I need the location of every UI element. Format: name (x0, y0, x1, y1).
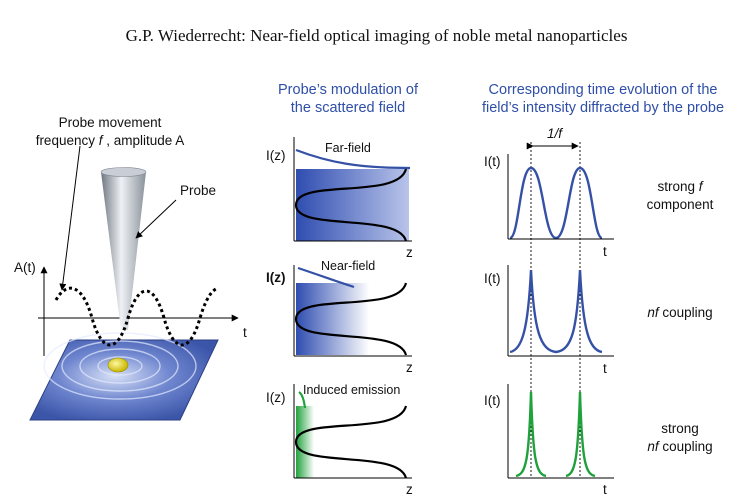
caption-strong-nf-suffix: coupling (658, 439, 713, 454)
caption-nf-suffix: coupling (658, 305, 713, 320)
right-heading-line2: field’s intensity diffracted by the prob… (481, 100, 725, 116)
iz-label-1: I(z) (266, 148, 286, 163)
nanoparticle (107, 357, 129, 373)
induced-emission-gradient (296, 406, 314, 478)
far-field-label: Far-field (325, 141, 371, 155)
scan-curve-1 (294, 168, 408, 242)
middle-panel-3 (293, 384, 412, 479)
probe-movement-wave (54, 286, 219, 347)
z-label-2: z (406, 360, 413, 375)
far-field-curve (295, 148, 411, 170)
caption-nf-coupling: nf coupling (630, 304, 730, 322)
a-axis-label: A(t) (14, 260, 36, 275)
it-label-2: I(t) (484, 271, 501, 286)
right-heading-line1: Corresponding time evolution of the (488, 82, 718, 98)
middle-column-heading: Probe’s modulation of the scattered fiel… (248, 81, 448, 117)
t-label-r3: t (603, 482, 607, 497)
left-illustration (29, 145, 239, 421)
middle-heading-line1: Probe’s modulation of (278, 82, 418, 98)
caption-strong-f-line1: strong f (630, 178, 730, 196)
right-panel-2 (507, 265, 614, 357)
induced-emission-label: Induced emission (303, 383, 401, 397)
movement-line2: frequency f , amplitude A (20, 132, 200, 150)
movement-line1: Probe movement (58, 115, 162, 130)
t-label-r1: t (603, 244, 607, 259)
movement-line2-suffix: , amplitude A (102, 133, 185, 148)
caption-strong-nf-line2: nf coupling (630, 438, 730, 456)
right-panel-1 (507, 154, 614, 240)
caption-nf-italic: nf (647, 305, 659, 320)
it-label-1: I(t) (484, 154, 501, 169)
z-label-3: z (406, 482, 413, 497)
page-header: G.P. Wiederrecht: Near-field optical ima… (125, 26, 628, 45)
sample-fringes (43, 332, 197, 400)
caption-strong-nf-italic: nf (647, 439, 659, 454)
scan-curve-3 (294, 405, 408, 479)
middle-panel-1 (293, 137, 412, 242)
strong-nf-curve (515, 391, 596, 478)
right-panel-3 (507, 384, 614, 479)
caption-strong-nf: strong nf coupling (630, 420, 730, 456)
probe-label: Probe (180, 183, 217, 198)
near-field-gradient (296, 283, 409, 355)
nf-coupling-curve (509, 269, 603, 354)
probe-cone-top (100, 167, 147, 177)
caption-strong-nf-line1: strong (661, 421, 699, 436)
movement-line2-prefix: frequency (35, 133, 99, 148)
middle-panel-2 (293, 265, 412, 357)
scan-curve-2 (294, 282, 408, 356)
caption-strong-f-line2: component (646, 197, 714, 212)
t-label-r2: t (603, 361, 607, 376)
period-label-text: 1/f (547, 126, 563, 141)
t-axis-label-left: t (243, 325, 247, 340)
strong-f-curve (508, 166, 604, 240)
near-field-label: Near-field (321, 259, 376, 273)
right-column-heading: Corresponding time evolution of the fiel… (462, 81, 744, 117)
iz-label-2: I(z) (266, 270, 286, 285)
movement-arrow (59, 145, 81, 291)
probe-movement-label: Probe movement frequency f , amplitude A (20, 114, 200, 150)
far-field-gradient (296, 169, 409, 241)
near-field-curve (297, 266, 355, 289)
it-label-3: I(t) (484, 393, 501, 408)
middle-heading-line2: the scattered field (290, 100, 406, 116)
caption-strong-f: strong f component (630, 178, 730, 214)
induced-emission-curve (298, 391, 307, 409)
probe-arrow (135, 199, 177, 239)
movement-f: f (98, 133, 103, 148)
z-label-1: z (406, 245, 413, 260)
period-label: 1/f (547, 126, 562, 142)
probe-cone (101, 172, 146, 330)
caption-strong-f-italic: f (698, 179, 703, 194)
caption-strong-f-prefix: strong (657, 179, 699, 194)
iz-label-3: I(z) (266, 390, 286, 405)
